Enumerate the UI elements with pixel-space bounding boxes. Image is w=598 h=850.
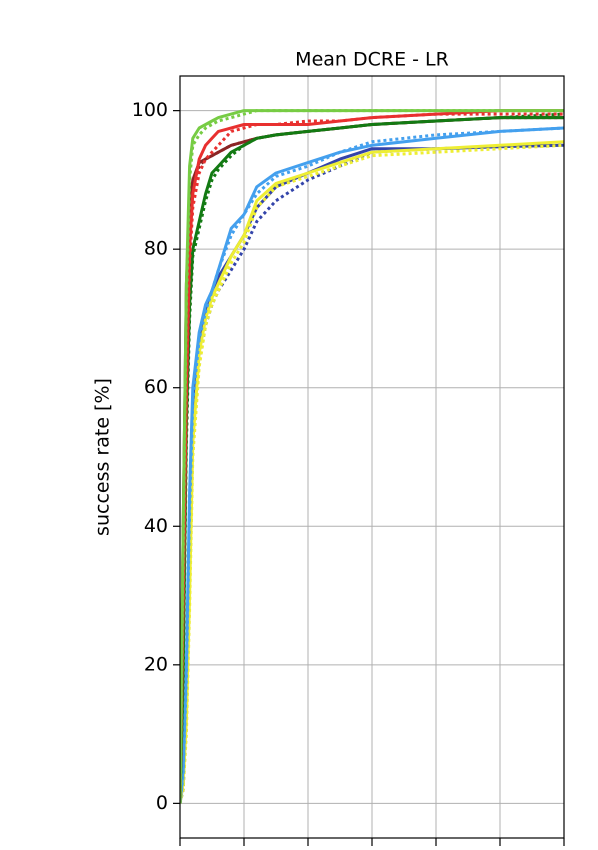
line-series: [180, 140, 564, 804]
y-tick-label: 0: [156, 792, 168, 814]
y-tick-label: 60: [144, 376, 168, 398]
line-series: [180, 109, 564, 804]
line-series: [180, 109, 564, 804]
y-tick-label: 20: [144, 653, 168, 675]
chart-title: Mean DCRE - LR: [295, 49, 449, 71]
y-tick-label: 80: [144, 238, 168, 260]
y-tick-label: 40: [144, 515, 168, 537]
line-series: [180, 126, 564, 804]
plot-frame: [179, 75, 565, 839]
y-axis-label: success rate [%]: [92, 378, 114, 536]
line-series: [180, 126, 564, 804]
y-tick-label: 100: [132, 99, 168, 121]
